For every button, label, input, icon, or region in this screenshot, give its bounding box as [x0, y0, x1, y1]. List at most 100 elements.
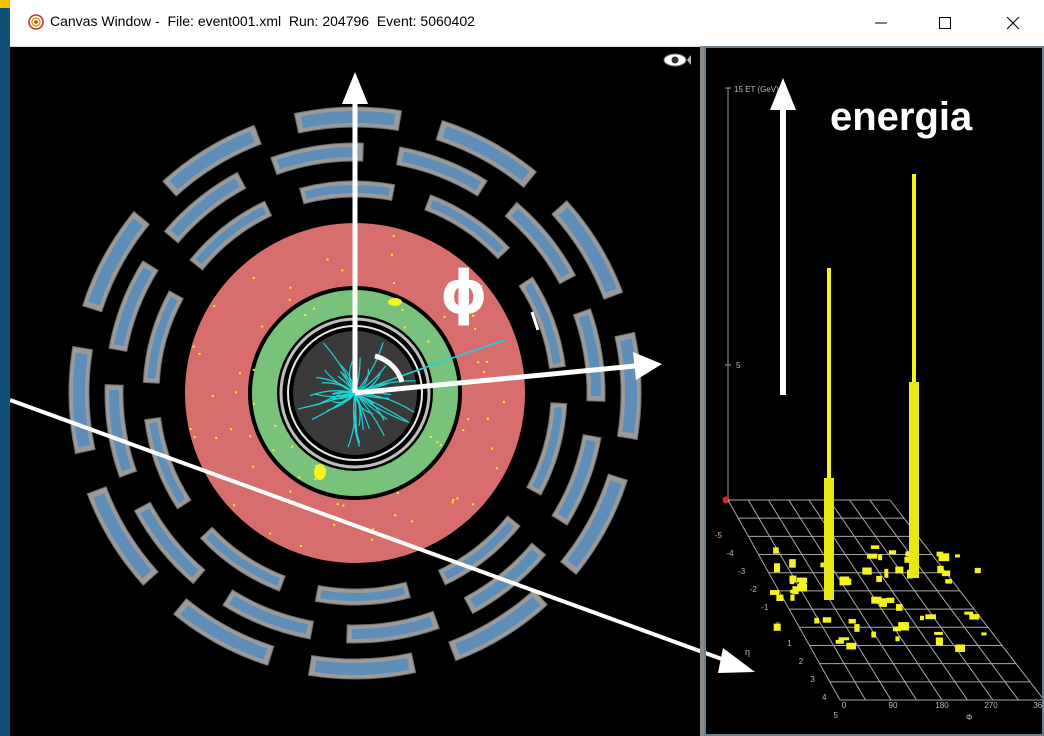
- hit: [427, 340, 430, 343]
- hit: [274, 424, 277, 427]
- hit: [189, 427, 192, 430]
- hit: [394, 514, 397, 517]
- muon-chamber-strip: [351, 616, 434, 640]
- hit: [272, 449, 275, 452]
- energy-block: [776, 594, 784, 601]
- energy-block: [938, 553, 950, 562]
- muon-chamber-strip: [442, 126, 530, 181]
- hit: [333, 523, 336, 526]
- hit: [252, 465, 255, 468]
- energy-block: [790, 594, 795, 601]
- hit: [314, 478, 317, 481]
- title-bar[interactable]: Canvas Window - File: event001.xml Run: …: [10, 0, 1044, 47]
- xy-view: ϕ: [10, 72, 755, 680]
- hit: [392, 235, 395, 238]
- muon-chamber-strip: [147, 296, 178, 380]
- muon-chamber-strip: [557, 439, 597, 519]
- muon-chamber-strip: [195, 206, 267, 265]
- muon-chamber-strip: [455, 596, 541, 655]
- hit: [288, 298, 291, 301]
- energy-block: [773, 623, 781, 631]
- hit: [485, 360, 488, 363]
- energy-block: [941, 570, 951, 577]
- track: [332, 392, 356, 404]
- hit: [198, 352, 201, 355]
- maximize-button[interactable]: [922, 0, 968, 46]
- hit: [502, 400, 505, 403]
- energy-block: [876, 575, 882, 583]
- energy-block: [789, 559, 796, 568]
- hit: [249, 435, 252, 438]
- muon-chambers: [68, 106, 642, 680]
- muon-chamber-strip: [149, 422, 186, 504]
- canvas-window: Canvas Window - File: event001.xml Run: …: [10, 0, 1044, 736]
- view-divider[interactable]: [700, 46, 704, 736]
- eta-tick-label: 1: [787, 639, 792, 648]
- hit: [401, 308, 404, 311]
- hit: [289, 490, 292, 493]
- eta-tick-label: -1: [761, 603, 769, 612]
- eta-tick-label: -5: [715, 531, 723, 540]
- hit: [480, 285, 483, 288]
- energy-block: [848, 618, 856, 624]
- energy-block: [773, 563, 781, 573]
- hit: [483, 370, 486, 373]
- hit: [261, 325, 264, 328]
- x-axis-arrow-shaft: [354, 363, 636, 396]
- energy-block: [955, 644, 966, 652]
- minimize-button[interactable]: [858, 0, 904, 46]
- muon-chamber-strip: [276, 147, 359, 170]
- lego-panel-border: [704, 46, 1044, 736]
- hit: [372, 528, 375, 531]
- muon-chamber-strip: [429, 200, 504, 254]
- grid-line: [727, 499, 841, 701]
- lego-plot: 15 ET (GeV) 5 -5-4-3-2-1012345 090180270…: [715, 78, 1044, 722]
- track: [354, 342, 384, 394]
- close-button[interactable]: [990, 0, 1036, 46]
- x-axis-arrowhead: [633, 352, 662, 380]
- track: [354, 392, 388, 420]
- event-display-canvas[interactable]: ϕ 15 ET (GeV) 5 -5-4-3-2-1012345 0901802…: [10, 46, 1044, 736]
- muon-chamber-strip: [524, 282, 561, 364]
- energy-block: [879, 598, 887, 607]
- muon-chamber-strip: [180, 605, 268, 660]
- eta-tick-label: 2: [799, 657, 804, 666]
- track: [329, 392, 356, 400]
- energy-arrowhead: [770, 78, 796, 110]
- muon-chamber-strip: [401, 151, 481, 191]
- grid-line: [849, 499, 994, 701]
- muon-chamber-strip: [320, 587, 406, 601]
- energy-block: [898, 622, 909, 631]
- window-title: Canvas Window - File: event001.xml Run: …: [50, 13, 475, 29]
- muon-chamber-strip: [170, 178, 240, 237]
- eye-icon[interactable]: [662, 52, 692, 68]
- hit: [299, 544, 302, 547]
- energy-block: [904, 556, 911, 563]
- energy-block: [925, 614, 936, 620]
- hit: [495, 467, 498, 470]
- muon-chamber-strip: [229, 595, 309, 635]
- hit: [452, 498, 455, 501]
- muon-chamber-strip: [567, 480, 622, 568]
- hit: [396, 491, 399, 494]
- hit: [477, 361, 480, 364]
- hit: [472, 314, 475, 317]
- hit: [404, 326, 407, 329]
- grid-line: [828, 499, 968, 701]
- muon-chamber-strip: [206, 532, 281, 586]
- hit: [393, 282, 396, 285]
- lego-energy-blocks: [770, 545, 987, 652]
- hit: [439, 443, 442, 446]
- hit: [233, 504, 236, 507]
- hit: [342, 504, 345, 507]
- phi-tick: [530, 311, 540, 331]
- energy-block: [871, 631, 877, 638]
- hit: [462, 429, 465, 432]
- energy-block: [838, 637, 850, 641]
- energy-block: [770, 590, 780, 595]
- energy-tower-1: [827, 268, 831, 596]
- lego-z-axis-label: 15 ET (GeV): [734, 85, 779, 94]
- hit: [474, 327, 477, 330]
- energy-block: [955, 554, 960, 558]
- muon-chamber-strip: [532, 406, 563, 490]
